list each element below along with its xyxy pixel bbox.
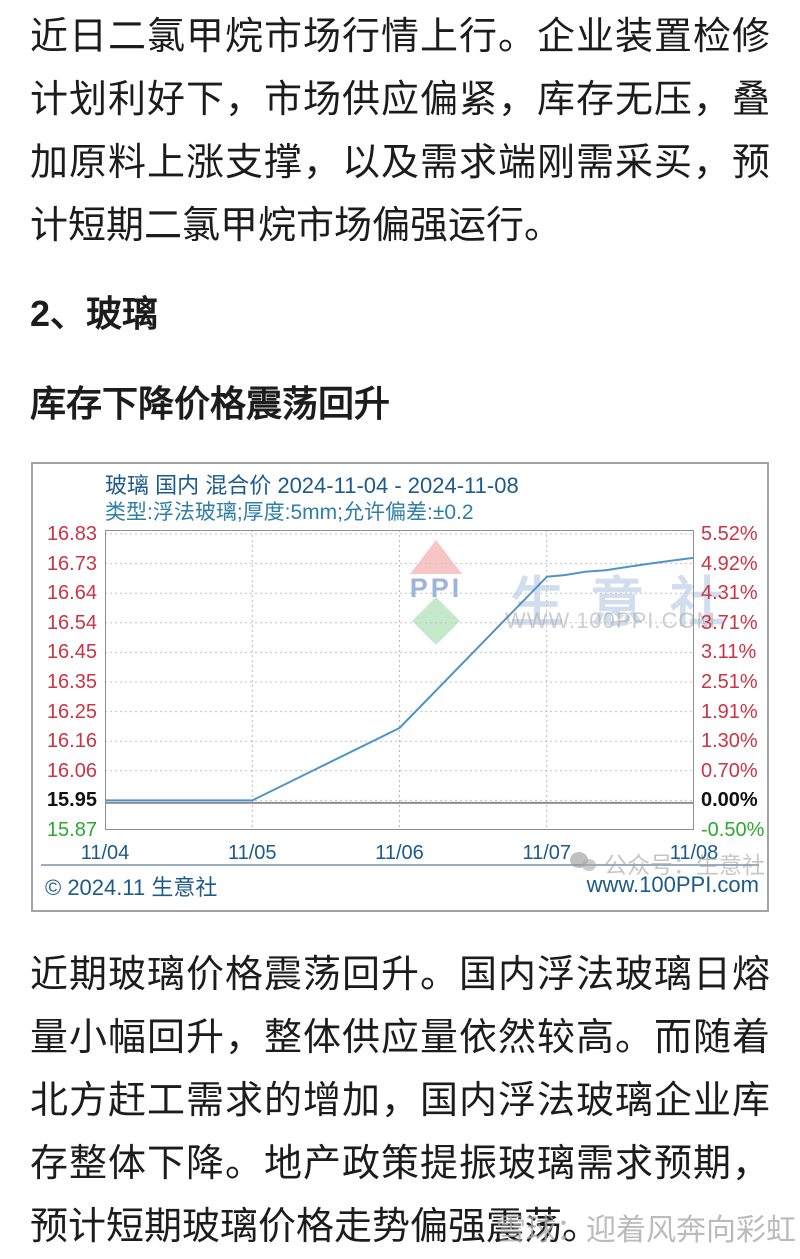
percent-tick-label: 5.52% (701, 523, 758, 545)
percent-tick-label: -0.50% (701, 819, 765, 841)
wechat-watermark-text: 公众号：生意社 (604, 852, 765, 878)
percent-tick-label: 1.91% (701, 700, 758, 723)
price-tick-label: 16.83 (46, 523, 97, 545)
chart-website-link[interactable]: www.100PPI.com (586, 872, 759, 897)
glass-trend-heading: 库存下降价格震荡回升 (30, 383, 391, 424)
paragraph-glass-analysis: 近期玻璃价格震荡回升。国内浮法玻璃日熔量小幅回升，整体供应量依然较高。而随着北方… (30, 954, 770, 1248)
chart-copyright: © 2024.11 生意社 (45, 875, 218, 900)
percent-tick-label: 1.30% (701, 730, 758, 753)
percent-tick-label: 2.51% (701, 671, 758, 693)
percent-tick-label: 3.11% (701, 641, 757, 664)
xueqiu-watermark: 雪球：迎着风奔向彩虹 (496, 1214, 796, 1247)
price-tick-label: 16.54 (46, 611, 97, 634)
date-tick-label: 11/04 (80, 842, 130, 864)
price-tick-label: 15.87 (46, 819, 97, 841)
glass-price-chart-card: 玻璃 国内 混合价 2024-11-04 - 2024-11-08 类型:浮法玻… (31, 462, 769, 912)
price-tick-label: 16.35 (46, 671, 97, 693)
price-tick-label: 16.64 (46, 582, 97, 605)
section-heading-glass: 2、玻璃 (30, 293, 159, 334)
ppi-logo-watermark: PPI (401, 540, 471, 646)
percent-tick-label: 0.70% (701, 759, 758, 782)
price-tick-label: 16.06 (46, 759, 97, 782)
price-tick-label: 16.73 (46, 552, 97, 575)
ppi-logo-red-triangle (410, 540, 462, 574)
price-tick-label: 16.16 (46, 730, 97, 753)
price-tick-label: 16.45 (46, 641, 97, 664)
footer-divider (41, 864, 759, 866)
percent-tick-label: 0.00% (701, 789, 758, 812)
paragraph-dichloromethane: 近日二氯甲烷市场行情上行。企业装置检修计划利好下，市场供应偏紧，库存无压，叠加原… (30, 16, 770, 247)
plot-area (105, 530, 694, 830)
date-tick-label: 11/06 (375, 842, 424, 864)
wechat-watermark: 公众号：生意社 (570, 846, 765, 880)
date-tick-label: 11/05 (227, 842, 277, 864)
price-tick-label: 15.95 (46, 789, 97, 812)
price-tick-label: 16.25 (46, 700, 97, 723)
chart-subtitle: 类型:浮法玻璃;厚度:5mm;允许偏差:±0.2 (105, 501, 474, 524)
article-page: 近日二氯甲烷市场行情上行。企业装置检修计划利好下，市场供应偏紧，库存无压，叠加原… (0, 6, 800, 1256)
brand-url-watermark: WWW.100PPI.COM (505, 608, 716, 633)
chart-title: 玻璃 国内 混合价 2024-11-04 - 2024-11-08 (105, 473, 519, 498)
wechat-icon (570, 852, 600, 876)
